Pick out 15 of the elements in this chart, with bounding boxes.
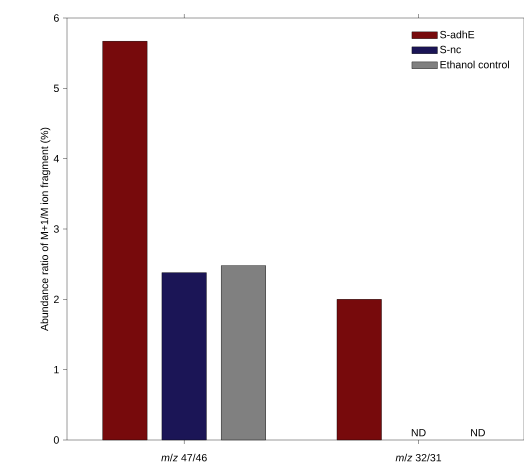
y-tick-label: 2	[54, 296, 59, 303]
x-tick-label: m/z 47/46	[161, 454, 207, 462]
x-tick-label: m/z 32/31	[396, 454, 442, 462]
y-tick-label: 6	[54, 14, 59, 22]
y-axis-title: Abundance ratio of M+1/M ion fragment (%)	[40, 128, 50, 331]
annotation: ND	[412, 429, 426, 436]
legend-label: S-nc	[440, 46, 461, 54]
y-tick-label: 4	[54, 155, 59, 162]
y-tick-label: 3	[54, 225, 59, 233]
y-tick-label: 0	[54, 436, 59, 444]
legend-label: Ethanol control	[440, 60, 509, 68]
annotation: ND	[471, 429, 485, 436]
legend-label: S-adhE	[440, 30, 474, 38]
y-tick-label: 5	[54, 84, 59, 92]
y-tick-label: 1	[54, 366, 59, 374]
